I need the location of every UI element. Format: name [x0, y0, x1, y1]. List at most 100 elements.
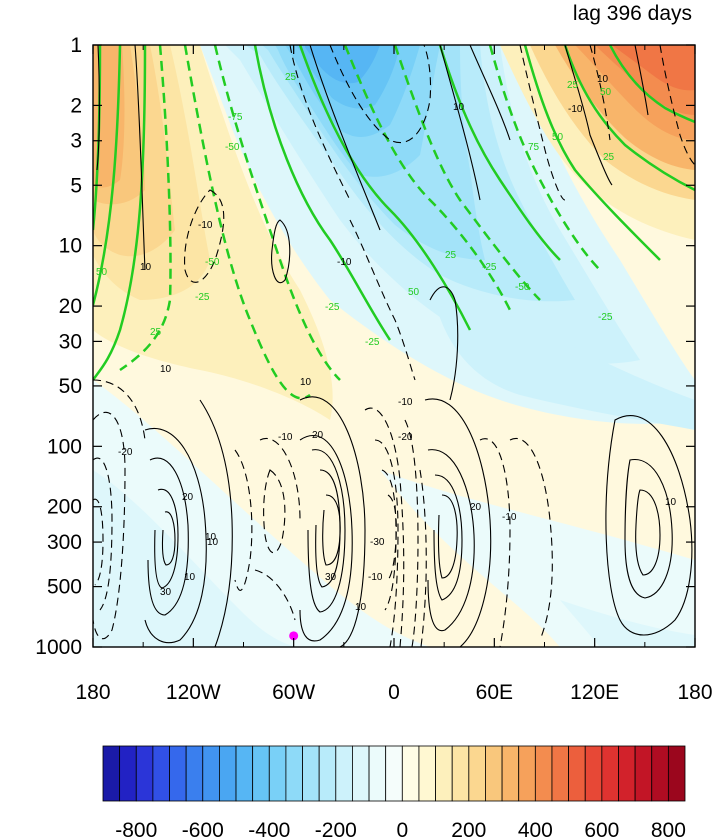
black-label: 10 — [665, 497, 677, 508]
green-label: 50 — [96, 267, 108, 278]
lag-title: lag 396 days — [573, 2, 692, 25]
black-label: 10 — [140, 262, 152, 273]
green-contours — [93, 45, 695, 400]
positive-region-upper-right-6 — [612, 45, 695, 91]
black-line-46 — [509, 437, 553, 641]
negative-region-low-left-inner — [93, 470, 300, 647]
green-line-15 — [608, 45, 695, 124]
colorbar-label: -600 — [182, 819, 224, 838]
x-tick-label: 180 — [75, 681, 110, 704]
black-line-47 — [605, 415, 693, 636]
black-line-39 — [404, 419, 419, 647]
colorbar-cell — [485, 745, 503, 802]
colorbar-cell — [584, 745, 603, 802]
colorbar-cell — [501, 745, 520, 802]
colorbar-cell — [169, 745, 187, 802]
black-line-42 — [427, 449, 475, 632]
black-line-44 — [437, 494, 458, 579]
station-marker — [289, 631, 299, 641]
green-line-6 — [213, 45, 341, 381]
black-label: 20 — [470, 502, 482, 513]
black-line-6 — [309, 45, 381, 231]
y-tick-label: 2 — [70, 94, 82, 117]
colorbar-cell — [634, 745, 653, 802]
black-label: 10 — [160, 364, 172, 375]
green-line-2 — [93, 45, 122, 306]
black-line-2 — [134, 45, 146, 271]
black-label: -10 — [568, 104, 583, 115]
colorbar-cell — [468, 745, 486, 802]
black-label: -10 — [368, 572, 383, 583]
colorbar-cell — [618, 745, 636, 802]
green-line-12 — [488, 45, 601, 271]
colorbar: -800 -600 -400 -200 0 200 400 600 800 — [102, 745, 686, 838]
green-label: -25 — [325, 302, 340, 313]
black-label: -10 — [198, 220, 213, 231]
negative-band-8 — [305, 45, 380, 84]
black-line-1 — [96, 45, 100, 171]
black-label: 10 — [453, 102, 465, 113]
colorbar-label: 400 — [518, 819, 553, 838]
green-label: 50 — [600, 87, 612, 98]
y-tick-label: 300 — [47, 531, 82, 554]
black-line-45 — [479, 438, 511, 647]
black-line-49 — [635, 489, 661, 576]
black-label: -10 — [337, 257, 352, 268]
colorbar-cell — [302, 745, 320, 802]
black-line-9 — [429, 286, 459, 401]
colorbar-cell — [418, 745, 436, 802]
black-line-16 — [659, 45, 695, 166]
colorbar-cell — [551, 745, 570, 802]
green-line-10 — [393, 45, 541, 301]
black-label: 30 — [160, 587, 172, 598]
contour-plot: 50 25 -25 -50 -75 -50 25 -25 -25 50 25 -… — [93, 45, 695, 647]
black-line-13 — [564, 45, 613, 186]
colorbar-cell — [285, 745, 303, 802]
green-label: 25 — [603, 152, 615, 163]
y-tick-label: 20 — [59, 295, 82, 318]
black-line-15 — [634, 45, 649, 116]
black-label: -20 — [398, 432, 413, 443]
black-line-17 — [93, 411, 126, 640]
black-label: 10 — [207, 537, 219, 548]
x-tick-label: 0 — [388, 681, 400, 704]
black-line-40 — [419, 469, 427, 647]
colorbar-cell — [451, 745, 470, 802]
y-axis: 1 2 3 5 10 20 30 50 100 200 300 500 1000 — [35, 34, 695, 659]
black-label: 10 — [184, 572, 196, 583]
black-line-26 — [234, 449, 253, 591]
black-line-3 — [184, 189, 225, 283]
black-line-33 — [315, 469, 341, 588]
black-line-48 — [624, 459, 673, 599]
y-tick-label: 1 — [70, 34, 82, 57]
black-label: -30 — [370, 537, 385, 548]
green-label: 50 — [552, 132, 564, 143]
colorbar-cell — [252, 745, 270, 802]
colorbar-label: 0 — [396, 819, 408, 838]
black-line-22 — [147, 457, 189, 616]
colorbar-cell — [401, 745, 420, 802]
black-line-36 — [374, 439, 399, 647]
y-tick-label: 100 — [47, 435, 82, 458]
colorbar-cell — [335, 745, 353, 802]
black-label: 30 — [325, 572, 337, 583]
green-label: -75 — [228, 112, 243, 123]
colorbar-label: 800 — [651, 819, 686, 838]
x-tick-label: 60E — [476, 681, 513, 704]
black-line-25 — [199, 399, 233, 647]
green-line-11 — [438, 45, 561, 261]
y-tick-label: 50 — [59, 375, 82, 398]
black-line-23 — [154, 488, 179, 589]
black-line-20 — [93, 379, 146, 441]
negative-region-low-right — [380, 470, 695, 647]
colorbar-label: 200 — [451, 819, 486, 838]
green-label: 25 — [567, 80, 579, 91]
black-line-31 — [299, 434, 353, 642]
green-label: -50 — [225, 142, 240, 153]
green-label: -25 — [598, 312, 613, 323]
green-line-8 — [298, 45, 472, 331]
colorbar-cell — [368, 745, 387, 802]
y-tick-label: 30 — [59, 330, 82, 353]
y-tick-label: 1000 — [35, 636, 82, 659]
black-line-27 — [263, 469, 286, 554]
